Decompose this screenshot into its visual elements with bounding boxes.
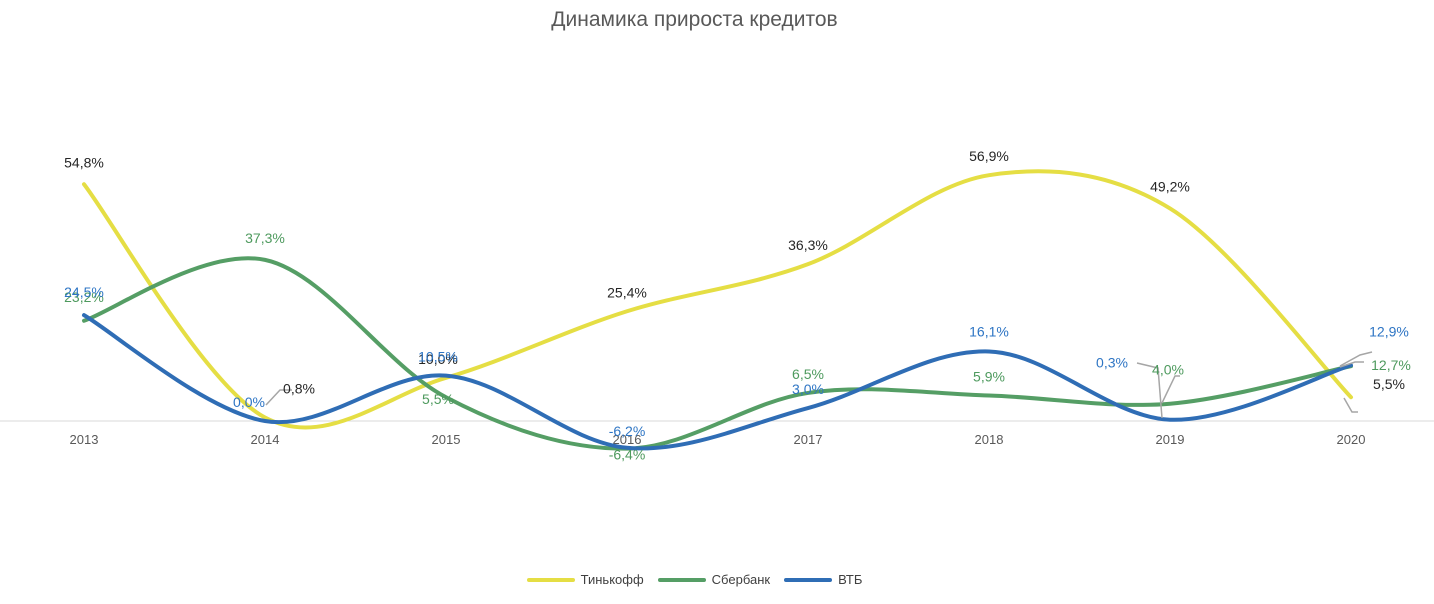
data-label-sberbank: 37,3% <box>245 230 285 246</box>
x-tick-label: 2014 <box>251 432 280 447</box>
legend-label-vtb: ВТБ <box>838 572 863 587</box>
data-label-sberbank: 6,5% <box>792 366 824 382</box>
legend-item-vtb: ВТБ <box>784 572 862 587</box>
legend-label-sberbank: Сбербанк <box>711 572 771 587</box>
data-label-vtb: 0,3% <box>1096 355 1128 371</box>
legend: Тинькофф Сбербанк ВТБ <box>0 572 1389 587</box>
legend-item-sberbank: Сбербанк <box>657 572 771 587</box>
data-label-sberbank: 4,0% <box>1152 362 1184 378</box>
data-labels: 54,8% 0,8% 10,0% 25,4% 36,3% 56,9% 49,2% 5,5% 23… <box>64 148 1411 462</box>
data-label-sberbank: 23,2% <box>64 289 104 305</box>
data-label-sberbank: 12,7% <box>1371 357 1411 373</box>
series-lines <box>82 169 1353 451</box>
data-label-tinkoff: 36,3% <box>788 237 828 253</box>
legend-swatch-vtb <box>784 577 833 582</box>
x-axis: 2013 2014 2015 2016 2017 2018 2019 2020 <box>0 420 1434 447</box>
data-label-tinkoff: 54,8% <box>64 154 104 170</box>
series-line-vtb <box>82 313 1353 451</box>
data-label-sberbank: 5,5% <box>422 391 454 407</box>
data-label-tinkoff: 25,4% <box>607 284 647 300</box>
leader-line <box>1339 361 1364 368</box>
series-line-sberbank <box>82 256 1353 451</box>
data-label-tinkoff: 49,2% <box>1150 178 1190 194</box>
x-tick-label: 2019 <box>1156 432 1185 447</box>
data-label-tinkoff: 56,9% <box>969 148 1009 164</box>
data-label-vtb: 24,5% <box>64 284 104 300</box>
legend-label-tinkoff: Тинькофф <box>580 572 644 587</box>
data-label-vtb: 0,0% <box>233 394 265 410</box>
x-tick-label: 2017 <box>794 432 823 447</box>
label-leader-lines <box>265 351 1373 419</box>
leader-line <box>1136 362 1163 419</box>
legend-swatch-sberbank <box>657 577 706 582</box>
x-tick-label: 2016 <box>613 432 642 447</box>
leader-line <box>265 389 292 406</box>
data-label-tinkoff: 5,5% <box>1373 376 1405 392</box>
legend-item-tinkoff: Тинькофф <box>526 572 644 587</box>
leader-line <box>1339 351 1373 367</box>
chart-title: Динамика прироста кредитов <box>551 8 838 31</box>
x-tick-label: 2015 <box>432 432 461 447</box>
data-label-vtb: 3,0% <box>792 381 824 397</box>
legend-swatch-tinkoff <box>526 577 575 582</box>
x-tick-label: 2013 <box>70 432 99 447</box>
data-label-tinkoff: 0,8% <box>283 381 315 397</box>
data-label-sberbank: -6,4% <box>609 447 646 463</box>
data-label-vtb: 10,5% <box>418 349 458 365</box>
x-tick-label: 2018 <box>975 432 1004 447</box>
data-label-sberbank: 5,9% <box>973 369 1005 385</box>
leader-line <box>1161 375 1180 404</box>
data-label-tinkoff: 10,0% <box>418 351 458 367</box>
data-label-vtb: 12,9% <box>1369 323 1409 339</box>
data-label-vtb: -6,2% <box>609 423 646 439</box>
series-line-tinkoff <box>82 169 1353 430</box>
x-tick-label: 2020 <box>1337 432 1366 447</box>
leader-line <box>1343 397 1358 413</box>
data-label-vtb: 16,1% <box>969 323 1009 339</box>
